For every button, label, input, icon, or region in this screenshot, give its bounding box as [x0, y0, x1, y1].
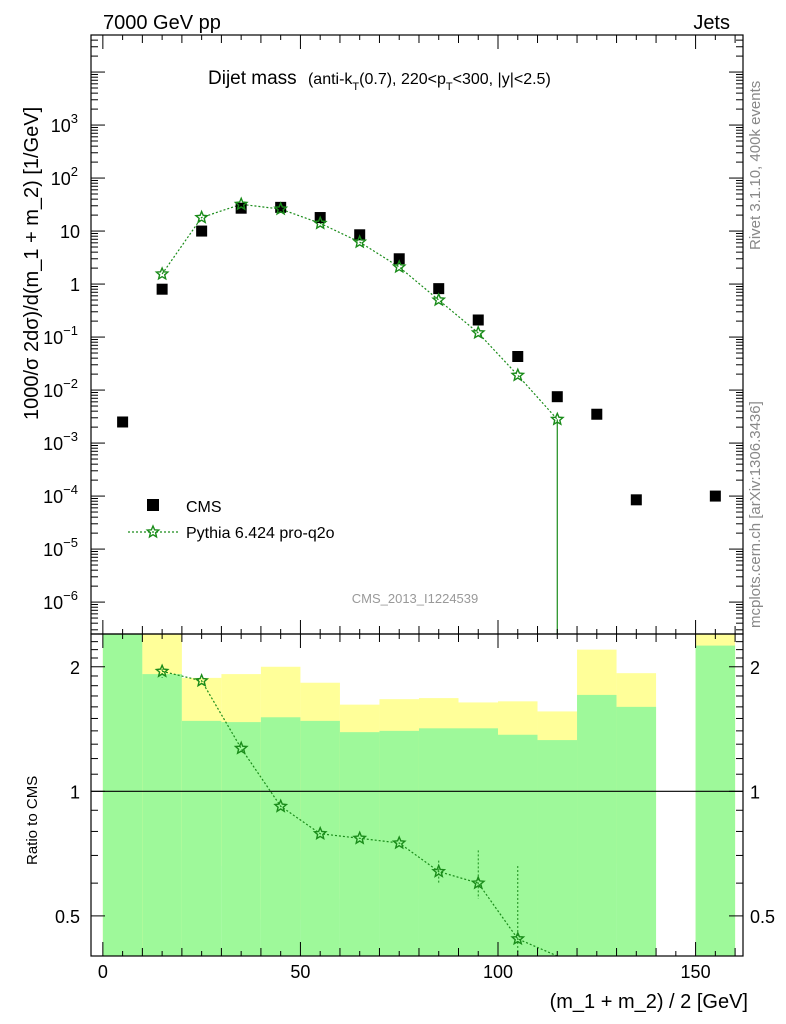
- y-tick-label: 10−2: [43, 376, 78, 401]
- pythia-points-ratio: [154, 663, 526, 946]
- y-tick-label: 10−6: [43, 588, 78, 613]
- legend-star-shape: [145, 524, 161, 539]
- ratio-y-tick-label-right: 0.5: [750, 907, 775, 927]
- ratio-uncertainty-bands: [102, 634, 736, 956]
- y-tick-label: 102: [51, 164, 78, 189]
- pythia-curve-main: [161, 203, 558, 420]
- pythia-curve-ratio: [161, 670, 558, 957]
- title-main: Dijet mass: [208, 68, 297, 89]
- y-tick-label: 10−3: [43, 429, 78, 454]
- x-axis-label: (m_1 + m_2) / 2 [GeV]: [550, 991, 748, 1013]
- pythia-point: [352, 234, 368, 249]
- legend-pythia-marker: [145, 524, 161, 539]
- mcplots-reference-text: mcplots.cern.ch [arXiv:1306.3436]: [747, 401, 764, 628]
- pythia-ratio-point: [470, 875, 486, 890]
- cms-point: [235, 202, 247, 214]
- cms-point: [156, 283, 168, 295]
- pythia-ratio-point: [154, 663, 170, 678]
- x-tick-label: 0: [98, 962, 108, 982]
- cms-point: [709, 490, 721, 502]
- analysis-watermark: CMS_2013_I1224539: [352, 591, 479, 606]
- legend: CMS Pythia 6.424 pro-q2o: [128, 499, 335, 542]
- pythia-point: [233, 196, 249, 211]
- pythia-ratio-point: [391, 835, 407, 850]
- ratio-y-tick-label-right: 2: [750, 658, 760, 678]
- inner-band-bin: [142, 674, 182, 956]
- ratio-y-tick-label: 0.5: [55, 907, 80, 927]
- pythia-points-main: [154, 196, 565, 426]
- pythia-point: [510, 367, 526, 382]
- pythia-point: [431, 292, 447, 307]
- pythia-point: [470, 325, 486, 340]
- main-frame: [90, 34, 744, 635]
- inner-band-bin: [221, 722, 261, 956]
- y-tick-label: 1: [70, 275, 80, 295]
- pythia-ratio-point: [312, 825, 328, 840]
- inner-band-bin: [458, 728, 499, 956]
- pythia-point: [194, 209, 209, 224]
- pythia-ratio-point: [273, 798, 289, 813]
- ratio-y-axis-label: Ratio to CMS: [24, 776, 41, 865]
- main-y-axis-label: 1000/σ 2dσ)/d(m_1 + m_2) [1/GeV]: [21, 107, 43, 420]
- pythia-ratio-point: [510, 931, 526, 946]
- axis-ticks: 0 50 100 150 10−6 10−5 10−4 10−3 10−2 10−1 1 10 102 1…: [43, 34, 775, 982]
- ratio-y-tick-label: 2: [70, 658, 80, 678]
- cms-point: [512, 350, 524, 362]
- pythia-ratio-point: [352, 830, 368, 845]
- cms-point: [117, 416, 129, 428]
- legend-cms-marker: [147, 499, 159, 511]
- pythia-point: [154, 266, 170, 281]
- inner-band-bin: [102, 634, 143, 956]
- pythia-ratio-point: [431, 863, 447, 878]
- x-tick-label: 150: [681, 962, 711, 982]
- pythia-point: [391, 259, 407, 274]
- x-tick-label: 100: [483, 962, 513, 982]
- cms-point: [630, 494, 642, 506]
- inner-band-bin: [181, 720, 222, 956]
- cms-point: [472, 314, 484, 326]
- inner-band-bin: [418, 728, 459, 956]
- x-tick-label: 50: [290, 962, 310, 982]
- pythia-ratio-point: [194, 672, 210, 688]
- inner-band-bin: [339, 732, 380, 956]
- ratio-y-tick-label: 1: [70, 782, 80, 802]
- inner-band-bin: [300, 720, 340, 956]
- axes: [90, 34, 744, 957]
- header-left: 7000 GeV pp: [103, 12, 221, 34]
- cms-point: [275, 201, 287, 213]
- y-tick-label: 10−4: [43, 482, 78, 507]
- y-tick-label: 10−1: [43, 323, 78, 348]
- mc-line-ratio: [161, 664, 558, 957]
- ratio-y-tick-label-right: 1: [750, 782, 760, 802]
- main-title: Dijet mass (anti-kT(0.7), 220<pT<300, |y…: [208, 68, 551, 93]
- mc-line-main: [161, 203, 558, 634]
- cms-point: [393, 253, 405, 265]
- inner-band-bin: [537, 740, 578, 956]
- pythia-point: [273, 201, 289, 216]
- inner-band-bin: [577, 694, 617, 956]
- y-tick-label: 10−5: [43, 535, 78, 560]
- rivet-version-text: Rivet 3.1.10, 400k events: [747, 81, 764, 250]
- y-tick-label: 10: [60, 222, 80, 242]
- cms-point: [433, 283, 445, 295]
- inner-band-bin: [695, 645, 736, 956]
- ratio-frame: [90, 633, 744, 957]
- y-tick-label: 103: [51, 111, 78, 136]
- header-right: Jets: [693, 12, 730, 34]
- inner-band-bin: [260, 717, 301, 956]
- pythia-ratio-point: [233, 740, 249, 755]
- cms-point: [551, 391, 563, 403]
- inner-band-bin: [616, 706, 657, 956]
- pythia-point: [549, 411, 565, 426]
- legend-pythia-label: Pythia 6.424 pro-q2o: [186, 525, 335, 542]
- cms-data-points: [117, 201, 721, 506]
- pythia-point: [312, 215, 328, 230]
- legend-cms-label: CMS: [186, 499, 222, 516]
- cms-point: [591, 408, 603, 420]
- title-detail: (anti-kT(0.7), 220<pT<300, |y|<2.5): [308, 71, 551, 93]
- cms-point: [196, 225, 208, 237]
